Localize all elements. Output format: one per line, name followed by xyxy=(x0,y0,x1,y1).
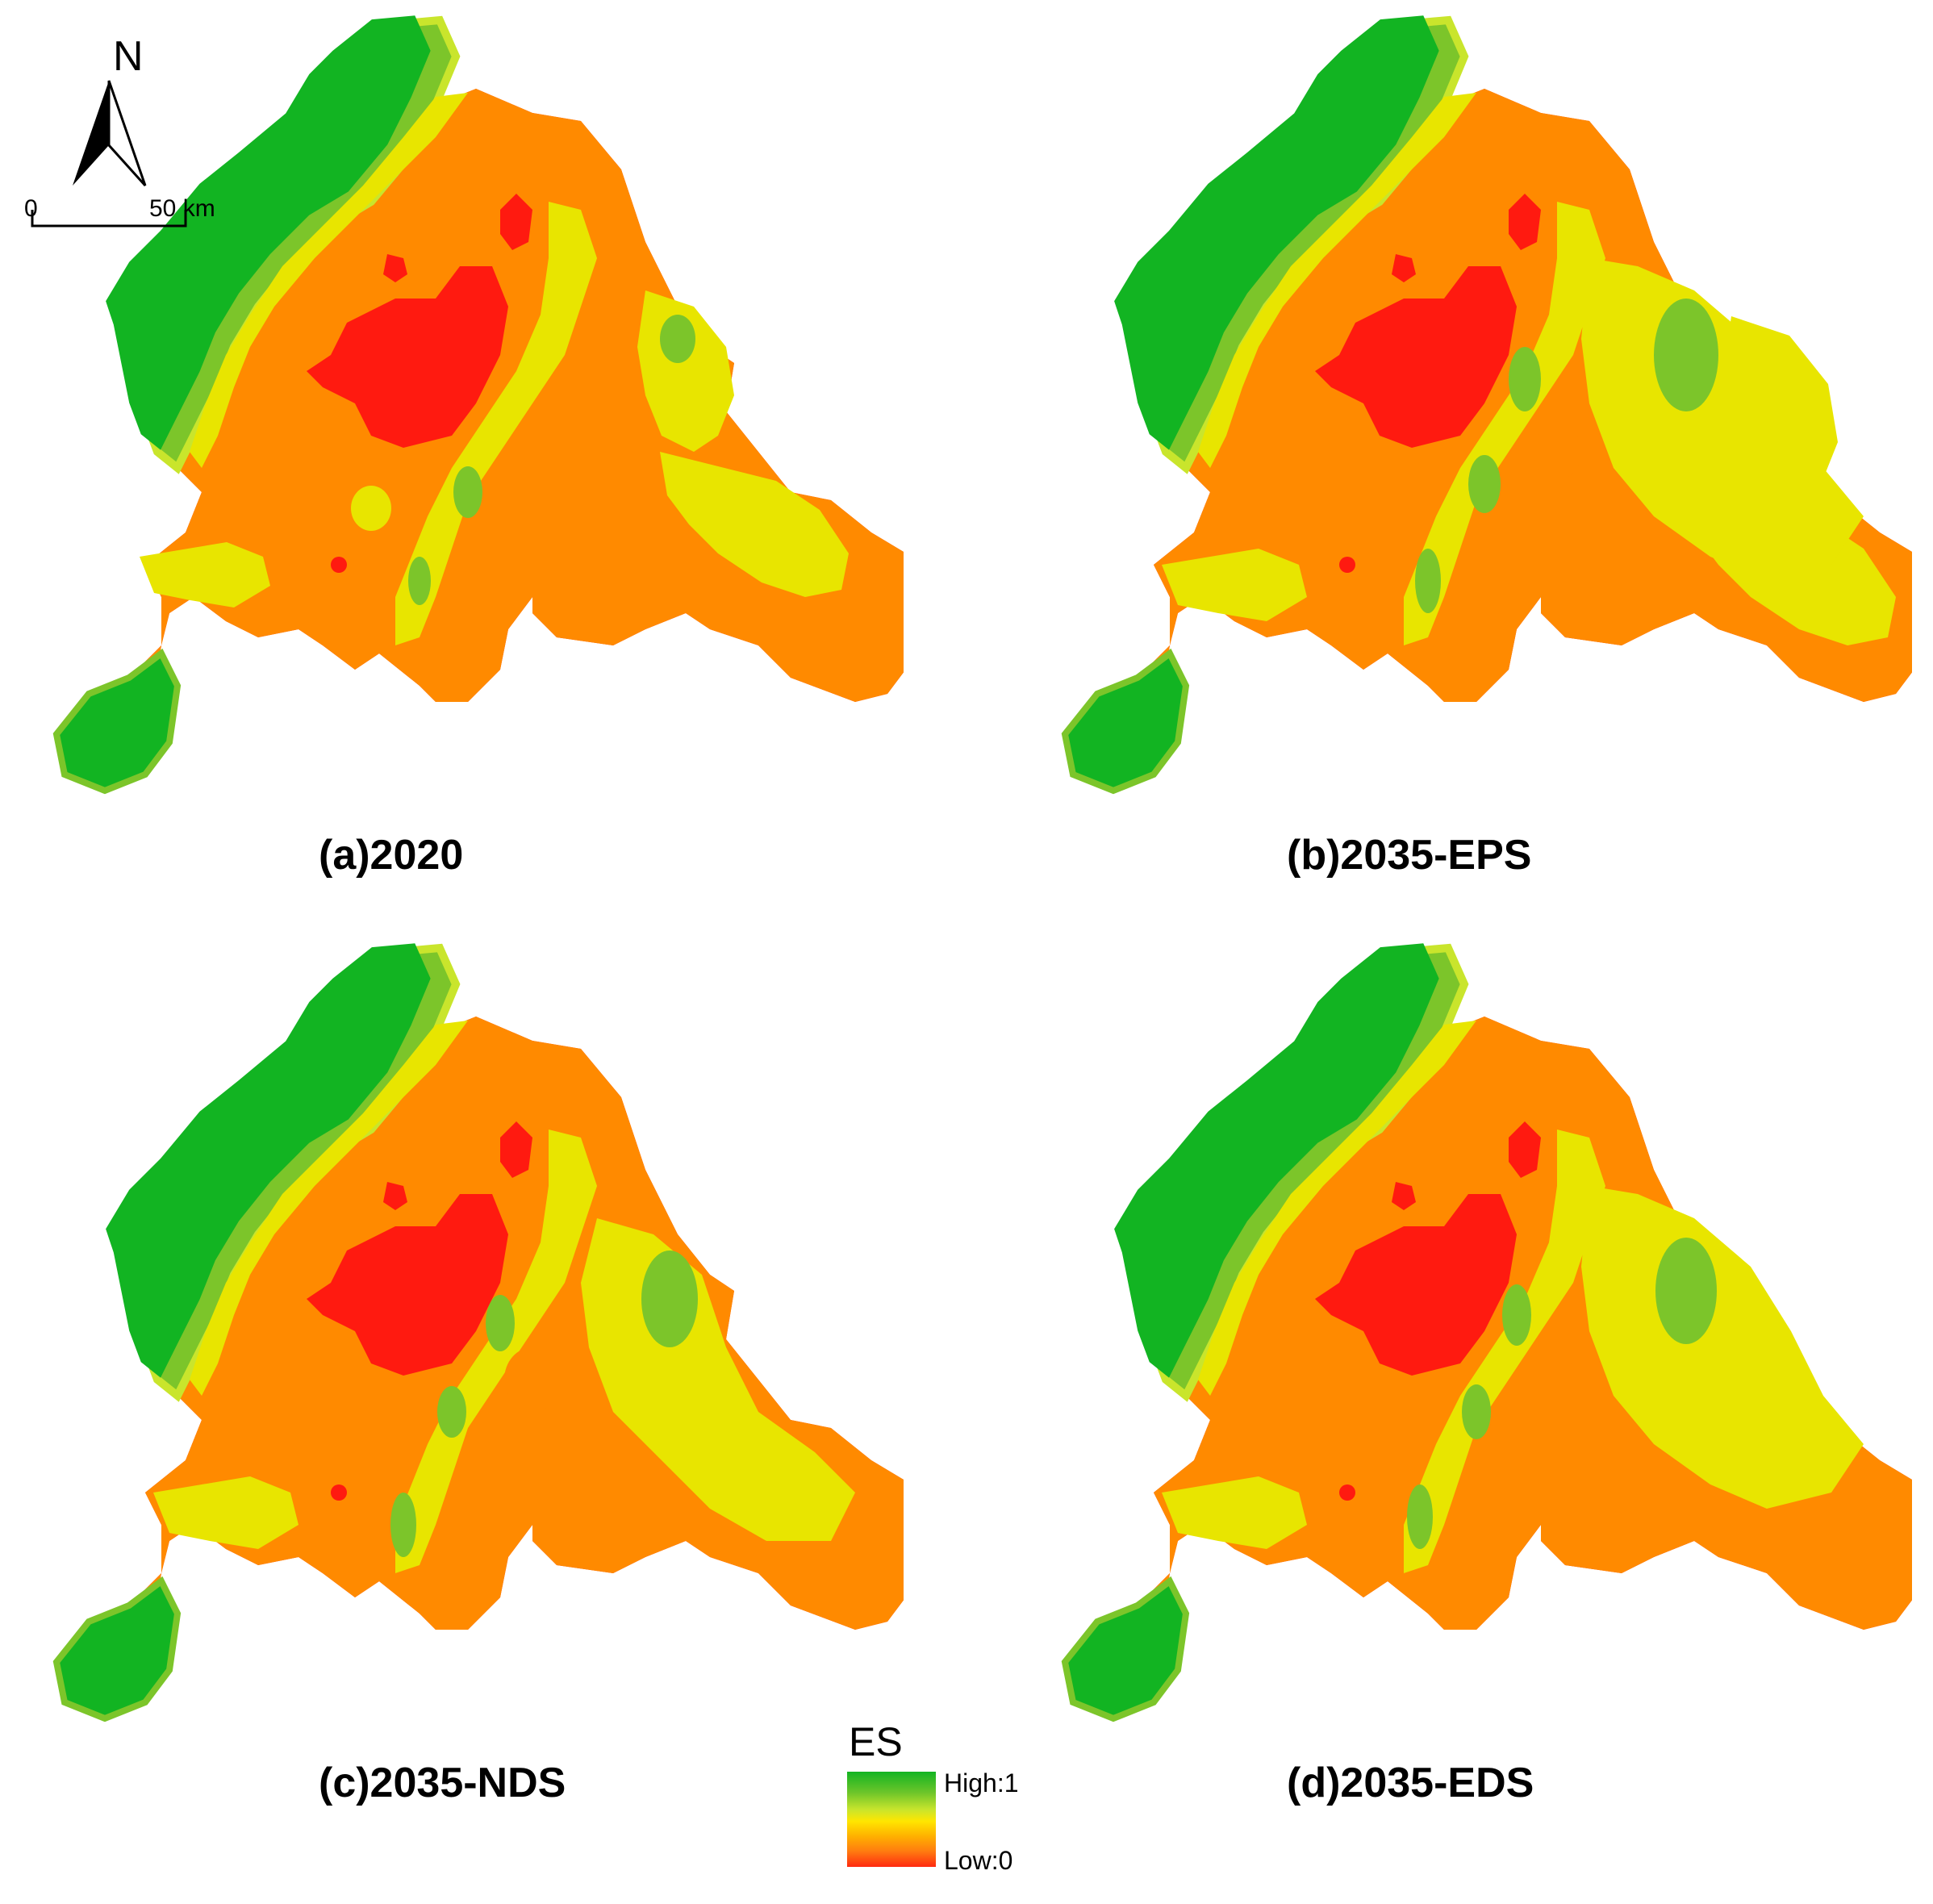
map-panel-b: (b)2035-EPS xyxy=(1025,0,1912,879)
map-panel-a: (a)2020 xyxy=(16,0,904,879)
map-caption: (c)2035-NDS xyxy=(319,1760,566,1806)
north-letter: N xyxy=(113,33,144,80)
map-panel-d: (d)2035-EDS xyxy=(1025,928,1912,1806)
map-caption: (b)2035-EPS xyxy=(1287,832,1532,879)
north-arrow: N 0 50 km xyxy=(24,24,234,242)
legend: ES High:1 Low:0 xyxy=(839,1718,1065,1880)
map-panel-c: (c)2035-NDS xyxy=(16,928,904,1806)
legend-high-label: High:1 xyxy=(944,1768,1019,1798)
es-map-2035-eps xyxy=(1025,15,1912,807)
legend-low-label: Low:0 xyxy=(944,1846,1013,1875)
scale-bar xyxy=(31,210,187,228)
legend-title: ES xyxy=(849,1719,903,1764)
north-arrow-icon xyxy=(31,80,187,228)
es-map-2035-nds xyxy=(16,943,904,1735)
scale-start-label: 0 xyxy=(24,195,38,222)
legend-color-ramp xyxy=(847,1772,936,1867)
map-caption: (d)2035-EDS xyxy=(1287,1760,1534,1806)
map-caption: (a)2020 xyxy=(319,832,464,879)
es-map-2020 xyxy=(16,15,904,807)
scale-end-label: 50 km xyxy=(149,195,215,222)
es-map-2035-eds xyxy=(1025,943,1912,1735)
